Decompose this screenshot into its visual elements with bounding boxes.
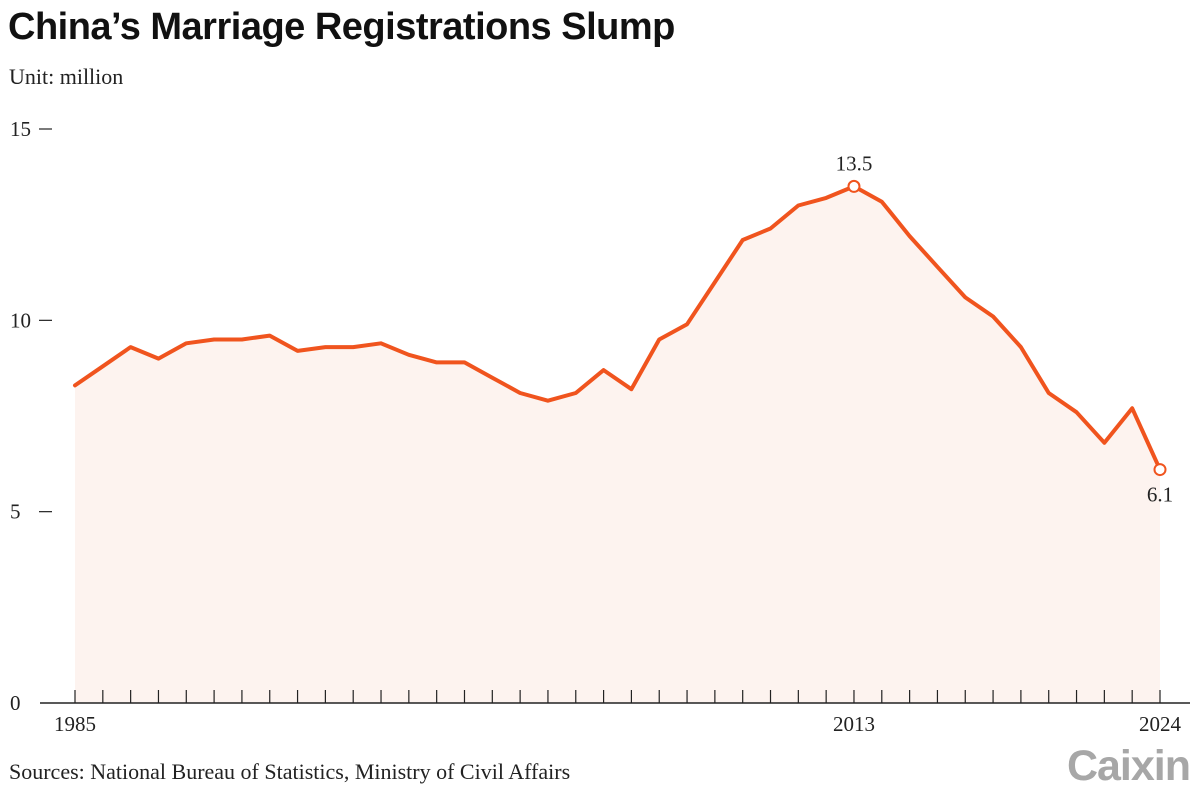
y-tick-label: 15 [10,117,31,141]
series-line [73,184,1162,472]
x-tick-label: 2024 [1139,712,1182,736]
x-tick-label: 2013 [833,712,875,736]
annotation-marker [1153,463,1167,477]
x-tick-label: 1985 [54,712,96,736]
area-fill [75,186,1160,703]
chart-title: China’s Marriage Registrations Slump [8,6,675,48]
source-note: Sources: National Bureau of Statistics, … [9,759,571,784]
y-tick-label: 5 [10,500,21,524]
y-tick-label: 0 [10,691,21,715]
data-label: 6.1 [1147,483,1173,507]
annotation-marker [847,179,861,193]
unit-label: Unit: million [9,64,124,89]
y-tick-label: 10 [10,308,31,332]
caixin-logo: Caixin [1066,742,1191,790]
data-label: 13.5 [836,151,873,175]
